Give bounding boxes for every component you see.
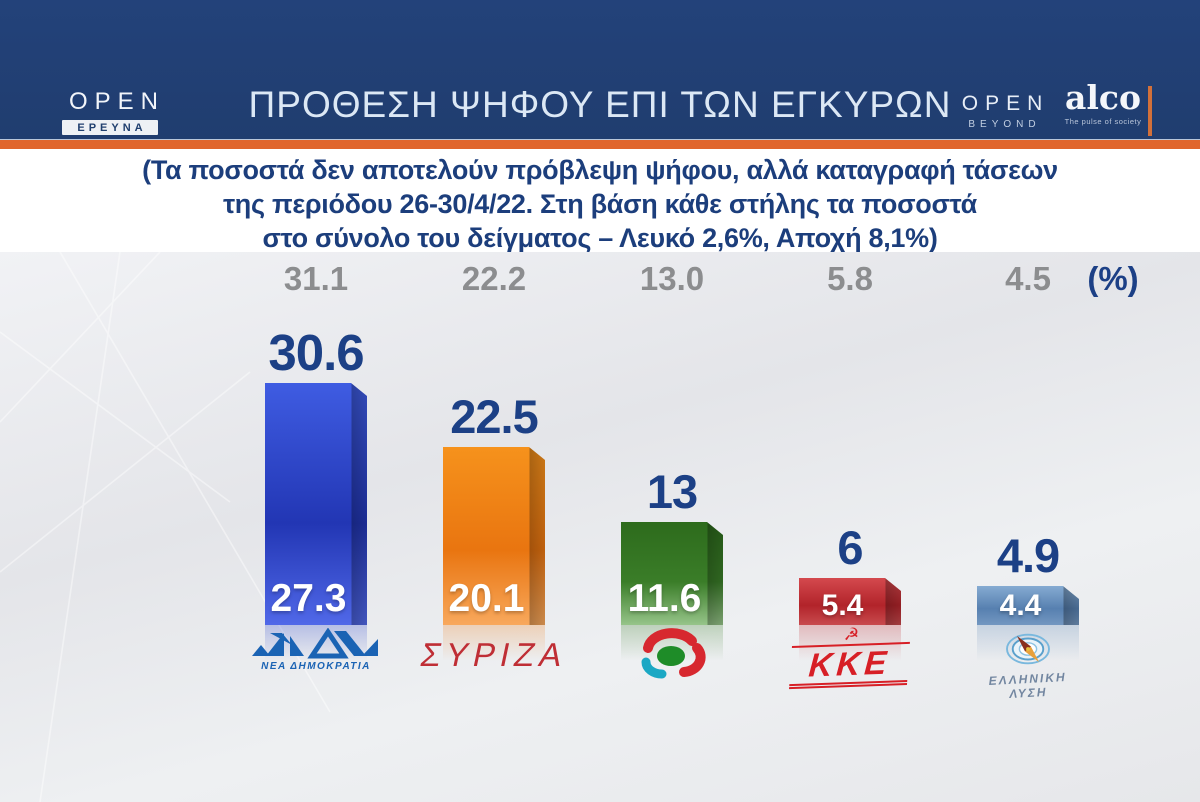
bar-pasok: 11.6	[621, 522, 723, 625]
bar-reflection	[443, 625, 545, 671]
syriza-logo-text: ΣΥΡΙΖΑ	[417, 636, 571, 673]
beyond-text: BEYOND	[968, 119, 1041, 130]
open-logo-text: OPEN	[69, 88, 166, 115]
orange-divider-rule	[1148, 86, 1152, 136]
kke-logo-text: ΚΚΕ	[807, 643, 892, 684]
disclaimer-line-3: στο σύνολο του δείγματος – Λευκό 2,6%, Α…	[262, 223, 938, 253]
page-title: ΠΡΟΘΕΣΗ ΨΗΦΟΥ ΕΠΙ ΤΩΝ ΕΓΚΥΡΩΝ	[248, 84, 952, 125]
header-bar: OPEN ΕΡΕΥΝΑ ΠΡΟΘΕΣΗ ΨΗΦΟΥ ΕΠΙ ΤΩΝ ΕΓΚΥΡΩ…	[0, 0, 1200, 139]
top-gray-value: 22.2	[461, 260, 527, 297]
disclaimer-line-2: της περιόδου 26-30/4/22. Στη βάση κάθε σ…	[223, 189, 977, 219]
base-value-label: 20.1	[448, 577, 525, 620]
orange-accent-band	[0, 139, 1200, 149]
pasok-sun-icon	[641, 628, 706, 679]
bar-elliniki-lysi: 4.4	[977, 586, 1079, 625]
party-column-syriza: 22.2 22.5 20.1 ΣΥΡΙΖΑ	[404, 252, 584, 772]
base-value-label: 4.4	[999, 589, 1042, 622]
top-gray-value: 13.0	[639, 260, 705, 297]
bar-nea-dimokratia: 27.3	[265, 383, 367, 625]
syriza-logo: ΣΥΡΙΖΑ	[404, 628, 584, 674]
party-column-nea-dimokratia: 31.1 30.6 27.3 ΝΕΑ ΔΗ	[226, 252, 406, 772]
kke-logo: ☭ ΚΚΕ	[760, 625, 940, 690]
ereyna-badge: ΕΡΕΥΝΑ	[62, 120, 158, 135]
disclaimer-line-1: (Τα ποσοστά δεν αποτελούν πρόβλεψη ψήφου…	[142, 155, 1058, 185]
alco-text: alco	[1064, 78, 1142, 117]
top-gray-value: 31.1	[283, 260, 349, 297]
pasok-logo	[582, 628, 762, 684]
open-beyond-text: OPEN	[961, 92, 1050, 115]
nd-flag-icon	[252, 628, 378, 659]
base-value-label: 11.6	[627, 577, 702, 620]
open-beyond-logo: OPEN BEYOND	[952, 92, 1052, 130]
party-column-kke: 5.8 6 5.4 ☭ ΚΚΕ	[760, 252, 940, 772]
bar-value-label: 6	[837, 521, 863, 574]
elliniki-lysi-logo: ΕΛΛΗΝΙΚΗ ΛΥΣΗ	[938, 628, 1118, 702]
base-value-label: 5.4	[821, 589, 864, 622]
top-gray-value: 5.8	[827, 260, 873, 297]
nd-logo: ΝΕΑ ΔΗΜΟΚΡΑΤΙΑ	[226, 628, 406, 672]
bar-kke: 5.4	[799, 578, 901, 625]
party-column-pasok: 13.0 13 11.6	[582, 252, 762, 772]
compass-icon	[1006, 633, 1050, 665]
top-gray-value: 4.5	[1005, 260, 1051, 297]
bar-value-label: 22.5	[450, 390, 538, 443]
bar-value-label: 30.6	[268, 324, 364, 381]
percent-unit-label: (%)	[1087, 260, 1139, 297]
elliniki-lysi-logo-text: ΕΛΛΗΝΙΚΗ ΛΥΣΗ	[988, 670, 1067, 702]
bar-value-label: 13	[646, 465, 698, 518]
chart-area	[0, 252, 1200, 802]
bar-value-label: 4.9	[996, 529, 1060, 582]
base-value-label: 27.3	[270, 577, 347, 620]
open-ereyna-logo: OPEN ΕΡΕΥΝΑ	[62, 88, 158, 135]
nd-logo-label: ΝΕΑ ΔΗΜΟΚΡΑΤΙΑ	[261, 661, 371, 672]
background-facet-lines	[0, 252, 331, 802]
bar-reflection	[799, 625, 901, 671]
disclaimer-text: (Τα ποσοστά δεν αποτελούν πρόβλεψη ψήφου…	[0, 149, 1200, 253]
alco-tagline: The pulse of society	[1064, 117, 1142, 126]
bar-syriza: 20.1	[443, 447, 545, 625]
alco-logo: alco The pulse of society	[1060, 78, 1146, 127]
party-column-elliniki-lysi: 4.5 4.9 4.4 ΕΛΛΗΝΙΚΗ ΛΥΣΗ	[938, 252, 1118, 772]
